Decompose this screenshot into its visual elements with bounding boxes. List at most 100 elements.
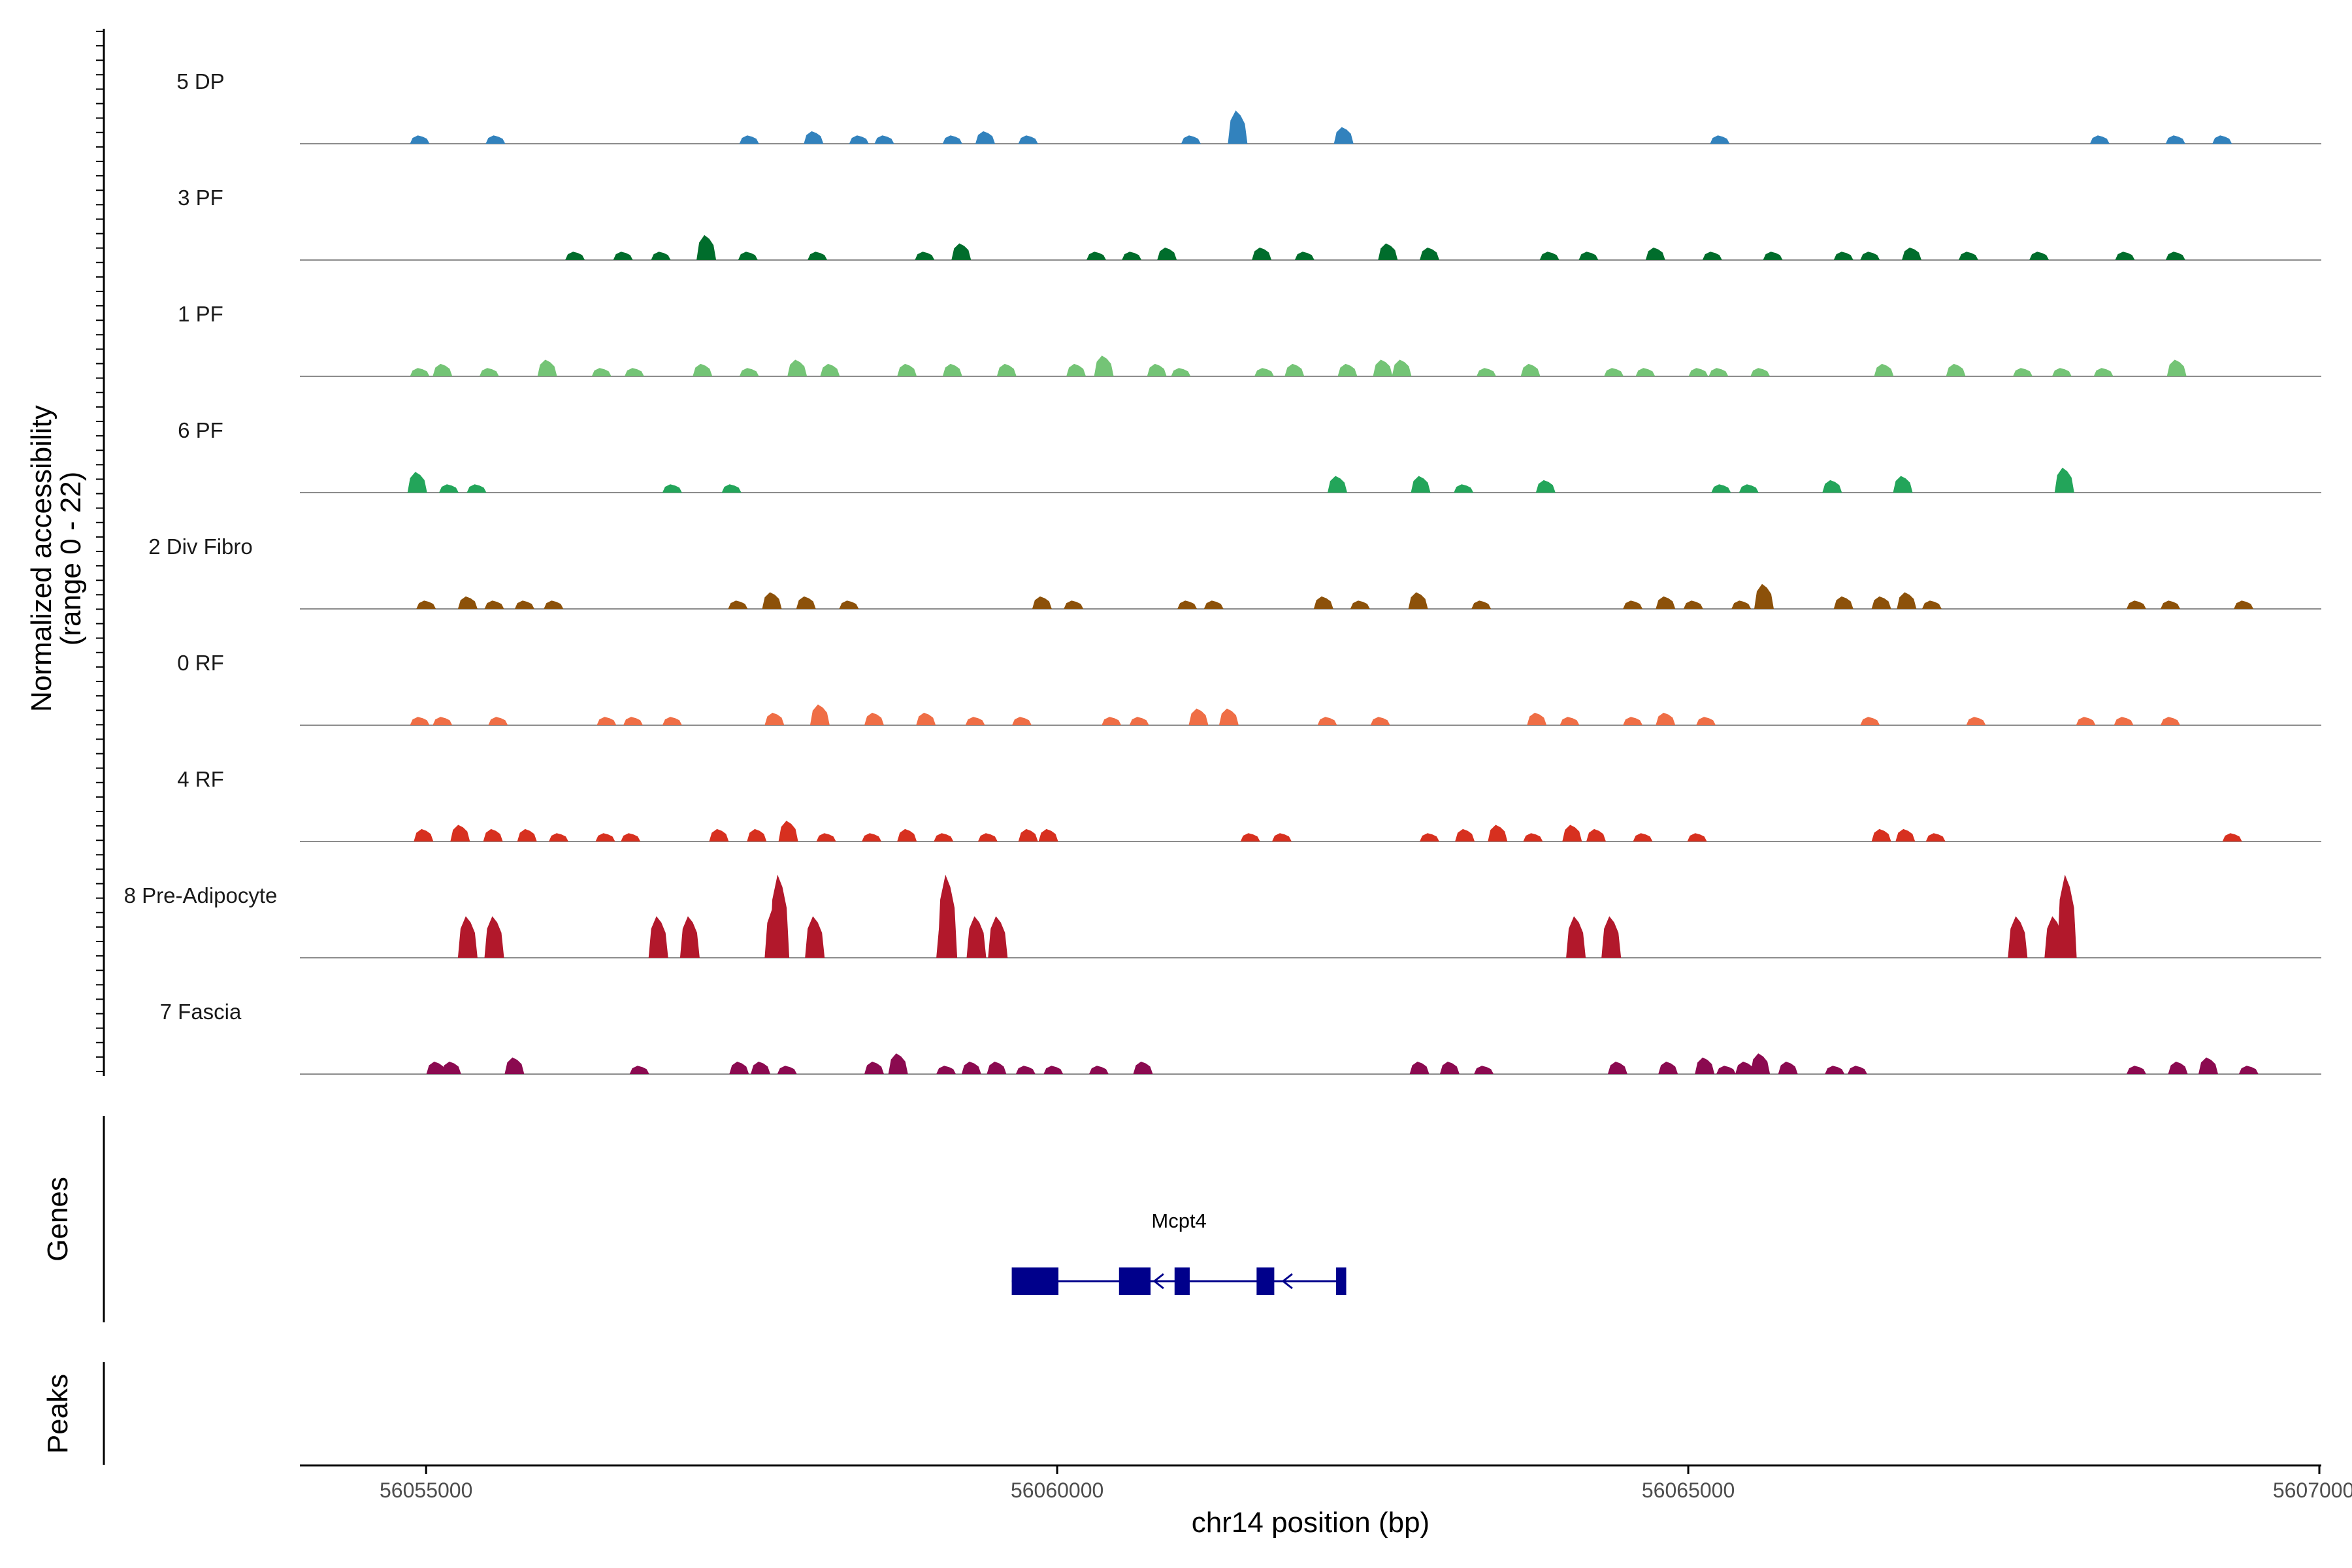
- peak-1-pf-4: [591, 368, 612, 376]
- peak-8-pre-adipocyte-2: [648, 916, 668, 958]
- peak-1-pf-33: [2093, 368, 2114, 376]
- coverage-y-axis: [96, 29, 105, 1076]
- peak-2-div-fibro-23: [1871, 596, 1891, 609]
- track-5-dp: 5 DP: [176, 69, 2321, 144]
- peak-8-pre-adipocyte-0: [457, 916, 478, 958]
- peak-1-pf-11: [942, 363, 962, 376]
- peak-4-rf-8: [747, 828, 767, 841]
- gene-model: [1011, 1267, 1347, 1295]
- peak-0-rf-21: [1656, 712, 1676, 725]
- peak-4-rf-19: [1420, 833, 1439, 841]
- x-axis-ticks: 56055000 56060000 56065000 56070000: [380, 1465, 2352, 1502]
- peak-4-rf-14: [977, 833, 998, 841]
- peak-4-rf-6: [621, 833, 641, 841]
- peak-7-fascia-7: [864, 1061, 884, 1074]
- gene-strand-arrow-1: [1152, 1273, 1164, 1290]
- peak-4-rf-28: [1895, 828, 1916, 841]
- x-tick-label: 56065000: [1642, 1478, 1735, 1502]
- peak-5-dp-11: [1333, 127, 1354, 144]
- peak-7-fascia-22: [1716, 1066, 1736, 1074]
- peak-7-fascia-20: [1658, 1061, 1678, 1074]
- peak-1-pf-13: [1066, 363, 1086, 376]
- peak-1-pf-8: [787, 359, 808, 376]
- peak-2-div-fibro-13: [1313, 596, 1333, 609]
- peak-8-pre-adipocyte-11: [1566, 916, 1586, 958]
- peak-4-rf-13: [934, 833, 954, 841]
- peak-1-pf-29: [1874, 363, 1894, 376]
- peak-6-pf-10: [1739, 484, 1759, 493]
- peak-0-rf-15: [1218, 708, 1239, 725]
- peak-1-pf-10: [897, 363, 917, 376]
- peak-2-div-fibro-11: [1177, 600, 1198, 609]
- track-1-pf: 1 PF: [178, 302, 2321, 377]
- peak-7-fascia-19: [1607, 1061, 1627, 1074]
- peak-1-pf-24: [1604, 368, 1624, 376]
- peak-3-pf-20: [1833, 252, 1854, 260]
- peak-0-rf-8: [864, 712, 884, 725]
- peak-0-rf-22: [1696, 717, 1716, 725]
- track-3-pf: 3 PF: [178, 186, 2321, 261]
- peak-2-div-fibro-0: [416, 600, 436, 609]
- peak-7-fascia-15: [1133, 1061, 1153, 1074]
- peak-7-fascia-8: [888, 1053, 908, 1074]
- peak-1-pf-6: [693, 363, 713, 376]
- peak-3-pf-15: [1539, 252, 1560, 260]
- peak-0-rf-0: [410, 717, 430, 725]
- peak-7-fascia-5: [751, 1061, 771, 1074]
- peak-1-pf-12: [996, 363, 1017, 376]
- peak-4-rf-0: [414, 828, 434, 841]
- peak-7-fascia-28: [2126, 1066, 2146, 1074]
- peak-1-pf-20: [1373, 359, 1393, 376]
- coverage-tracks: 5 DP 3 PF 1 PF 6 PF 2 Div Fibro 0 RF 4 RF 8 Pre…: [124, 69, 2321, 1075]
- peak-1-pf-2: [479, 368, 499, 376]
- peak-2-div-fibro-7: [796, 596, 816, 609]
- peak-3-pf-17: [1645, 247, 1665, 260]
- peak-3-pf-3: [696, 235, 717, 260]
- track-label-3-pf: 3 PF: [178, 186, 223, 210]
- peak-0-rf-16: [1317, 717, 1337, 725]
- peak-7-fascia-0: [426, 1061, 446, 1074]
- peak-4-rf-10: [816, 833, 836, 841]
- peak-4-rf-23: [1562, 825, 1582, 841]
- gene-exon-1: [1011, 1267, 1059, 1295]
- peak-7-fascia-11: [987, 1061, 1007, 1074]
- peak-0-rf-27: [2161, 717, 2180, 725]
- peak-1-pf-18: [1284, 363, 1305, 376]
- peak-5-dp-0: [410, 135, 430, 144]
- peak-4-rf-9: [778, 821, 798, 841]
- peak-1-pf-3: [537, 359, 557, 376]
- peak-6-pf-4: [721, 484, 742, 493]
- peak-3-pf-26: [2165, 252, 2185, 260]
- peak-8-pre-adipocyte-12: [1601, 916, 1622, 958]
- track-2-div-fibro: 2 Div Fibro: [148, 534, 2321, 610]
- peak-7-fascia-3: [629, 1066, 649, 1074]
- peak-1-pf-17: [1254, 368, 1274, 376]
- peak-2-div-fibro-17: [1623, 600, 1643, 609]
- peak-6-pf-9: [1711, 484, 1731, 493]
- peak-3-pf-18: [1702, 252, 1722, 260]
- peak-2-div-fibro-10: [1064, 600, 1084, 609]
- peak-1-pf-26: [1688, 368, 1708, 376]
- peak-7-fascia-4: [729, 1061, 749, 1074]
- peak-1-pf-21: [1392, 359, 1412, 376]
- peak-2-div-fibro-3: [514, 600, 534, 609]
- peak-4-rf-26: [1687, 833, 1707, 841]
- peak-7-fascia-17: [1439, 1061, 1460, 1074]
- gene-strand-arrow-2: [1281, 1273, 1293, 1290]
- x-axis-title: chr14 position (bp): [1192, 1507, 1429, 1539]
- peak-4-rf-27: [1871, 828, 1891, 841]
- track-label-0-rf: 0 RF: [177, 651, 224, 675]
- peak-8-pre-adipocyte-3: [679, 916, 700, 958]
- peak-8-pre-adipocyte-9: [966, 916, 987, 958]
- peak-3-pf-24: [2029, 252, 2050, 260]
- peak-5-dp-15: [2212, 135, 2232, 144]
- peak-4-rf-30: [2222, 833, 2242, 841]
- y-axis-title-line1: Normalized accessibility: [25, 405, 57, 711]
- peak-7-fascia-23: [1735, 1061, 1755, 1074]
- peak-4-rf-18: [1272, 833, 1292, 841]
- track-label-5-dp: 5 DP: [176, 69, 224, 93]
- peak-3-pf-25: [2115, 252, 2135, 260]
- peak-5-dp-12: [1710, 135, 1730, 144]
- peak-0-rf-11: [1012, 717, 1032, 725]
